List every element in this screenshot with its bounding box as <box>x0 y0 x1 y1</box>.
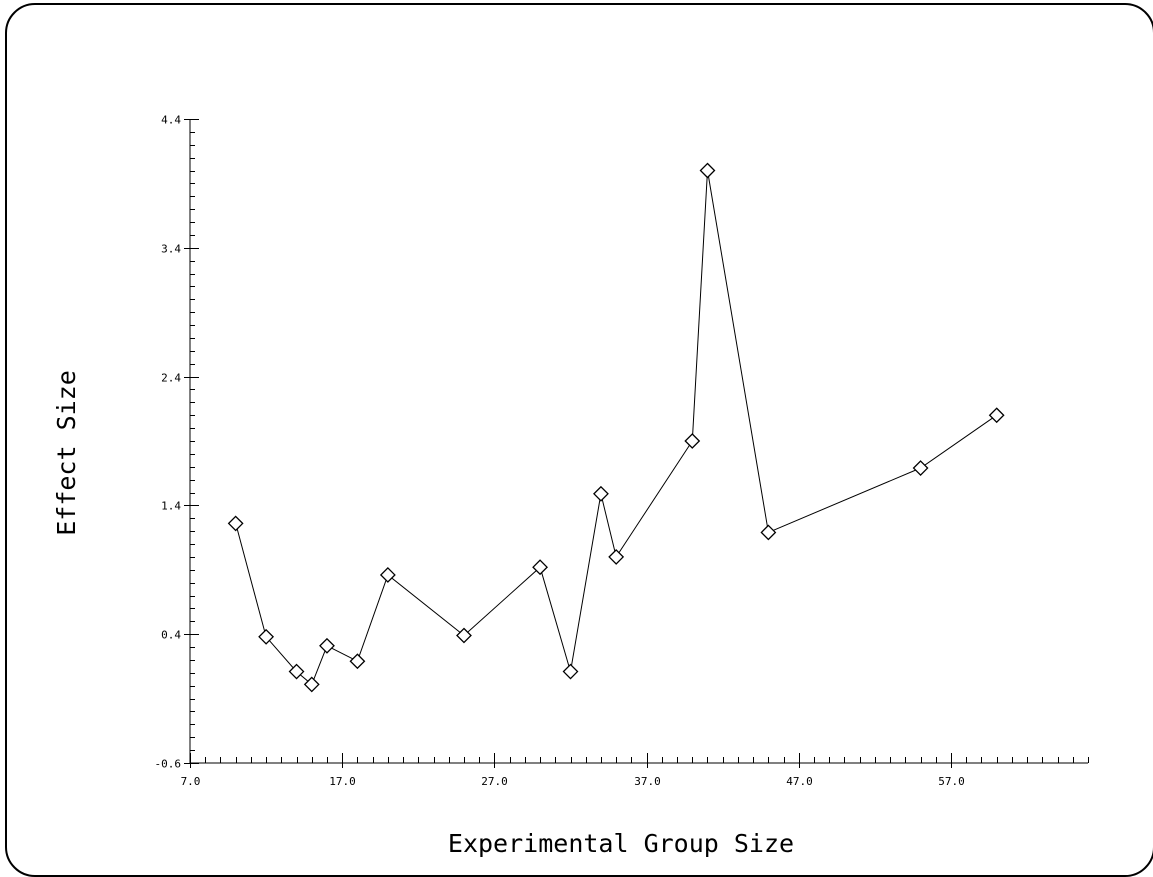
data-point-marker <box>303 676 320 693</box>
data-point-marker <box>608 549 625 565</box>
data-marks <box>227 162 1005 693</box>
y-tick-label: 1.4 <box>161 500 181 513</box>
data-point-marker <box>562 663 579 680</box>
axes: 7.0 17.0 27.0 37.0 47.0 57.0 -0.6 0.4 1.4 2.4 3.4 4… <box>155 114 1089 788</box>
y-tick-label: 2.4 <box>161 372 181 385</box>
data-point-marker <box>456 627 472 644</box>
data-point-marker <box>532 559 548 576</box>
x-tick-label: 17.0 <box>329 775 356 788</box>
data-point-marker <box>258 628 275 645</box>
data-point-marker <box>912 460 929 476</box>
x-axis-title: Experimental Group Size <box>448 829 794 858</box>
x-tick-label: 37.0 <box>634 775 661 788</box>
data-point-marker <box>684 433 701 449</box>
data-point-marker <box>227 515 244 532</box>
y-tick-label: 3.4 <box>161 243 181 256</box>
x-tick-label: 47.0 <box>786 775 813 788</box>
data-point-marker <box>593 485 609 502</box>
data-point-marker <box>699 162 716 179</box>
series-line <box>235 170 997 686</box>
data-point-marker <box>349 653 366 670</box>
data-point-marker <box>760 524 777 541</box>
x-tick-label: 7.0 <box>181 775 201 788</box>
y-axis-title: Effect Size <box>52 370 81 536</box>
data-point-marker <box>988 407 1005 424</box>
x-tick-label: 57.0 <box>938 775 965 788</box>
data-point-marker <box>319 637 335 654</box>
y-tick-label: 0.4 <box>161 629 181 642</box>
y-tick-label: -0.6 <box>155 758 182 771</box>
y-tick-label: 4.4 <box>161 114 181 127</box>
x-tick-label: 27.0 <box>481 775 508 788</box>
data-point-marker <box>379 567 396 583</box>
data-point-marker <box>288 663 305 680</box>
